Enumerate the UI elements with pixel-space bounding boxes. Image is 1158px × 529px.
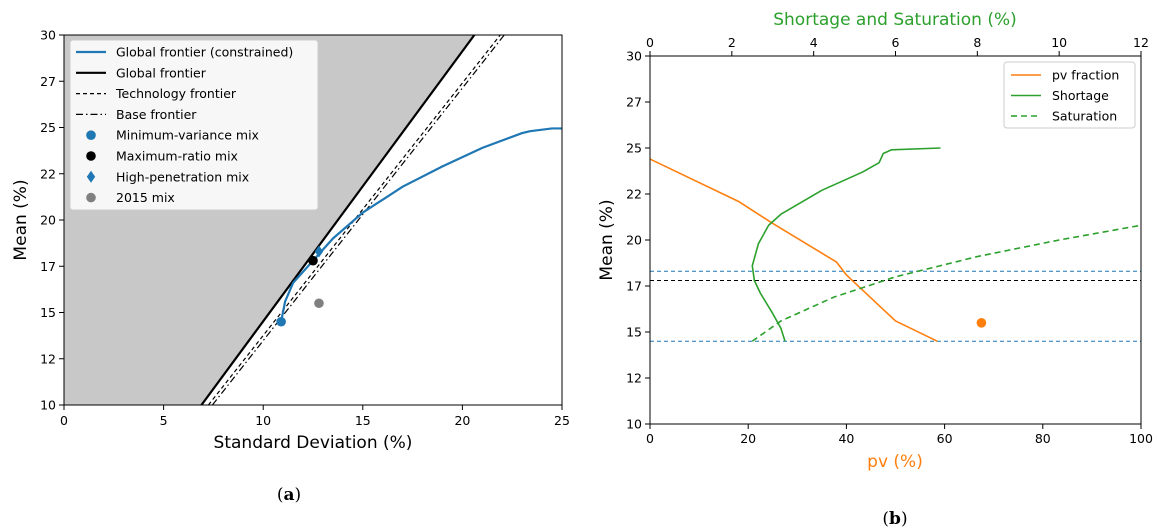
panel-a-legend-swatch [86, 192, 96, 203]
caption-b-letter: b [889, 509, 901, 529]
panel-a-series-group [200, 35, 562, 405]
panel-b-series-group [650, 147, 1141, 342]
panel-b-xtick-label: 0 [646, 431, 654, 446]
panel-a-legend-label: Global frontier [116, 65, 207, 80]
panel-b-x2tick-label: 4 [810, 35, 818, 50]
panel-a-legend-label: High-penetration mix [116, 169, 249, 184]
panel-a-xtick-label: 20 [454, 413, 470, 428]
panel-a-y-axis-label: Mean (%) [11, 179, 31, 260]
panel-a-ytick-label: 17 [40, 259, 56, 274]
panel-b-series-1 [751, 147, 941, 342]
panel-a-xtick-label: 0 [60, 413, 68, 428]
panel-b-ticks: 0 20 40 60 80 100 0 2 4 6 8 10 12 10 12 15 17 20 22 25 27 30 [626, 35, 1153, 446]
panel-b-xtick-label: 20 [740, 431, 756, 446]
panel-a-xtick-label: 10 [255, 413, 271, 428]
panel-b-ytick-label: 27 [626, 95, 642, 110]
panel-a-chart: 0 5 10 15 20 25 10 12 15 17 20 22 25 27 30 Standard De… [11, 28, 570, 454]
panel-a-legend-label: Maximum-ratio mix [116, 149, 238, 164]
panel-b-ytick-label: 20 [626, 233, 642, 248]
panel-a-series-solid-black [200, 35, 476, 405]
panel-b-ytick-label: 15 [626, 325, 642, 340]
panel-a-xtick-label: 15 [355, 413, 371, 428]
panel-b-x2tick-label: 10 [1051, 35, 1067, 50]
caption-a: (a) [277, 485, 301, 505]
panel-b-x2tick-label: 6 [892, 35, 900, 50]
panel-a-ytick-label: 15 [40, 305, 56, 320]
panel-a-ytick-label: 25 [40, 120, 56, 135]
panel-a-legend-box [69, 39, 319, 211]
caption-b: (b) [882, 509, 907, 529]
panel-b-x2tick-label: 8 [973, 35, 981, 50]
panel-a-xtick-label: 25 [554, 413, 570, 428]
panel-a-legend: Global frontier (constrained) Global fron… [69, 39, 319, 211]
panel-a-ticks: 0 5 10 15 20 25 10 12 15 17 20 22 25 27 30 [40, 28, 570, 429]
caption-a-letter: a [283, 485, 294, 505]
panel-b-xtick-label: 60 [937, 431, 953, 446]
panel-b-x-axis-label: pv (%) [867, 452, 923, 472]
panel-a-marker-2 [314, 245, 324, 258]
panel-a-ytick-label: 10 [40, 398, 56, 413]
panel-b-ytick-label: 17 [626, 279, 642, 294]
panel-b-ytick-label: 10 [626, 417, 642, 432]
panel-b-marker-3 [976, 318, 987, 328]
panel-b-y-axis-label: Mean (%) [597, 199, 617, 280]
panel-a-ytick-label: 22 [40, 166, 56, 181]
panel-a-legend-label: Technology frontier [115, 86, 237, 101]
panel-b-x2tick-label: 0 [646, 35, 654, 50]
panel-a-ytick-label: 20 [40, 213, 56, 228]
panel-b-legend-label: pv fraction [1052, 68, 1119, 83]
panel-a-legend-label: Base frontier [116, 107, 197, 122]
panel-b-top-axis-label: Shortage and Saturation (%) [773, 10, 1017, 30]
panel-b-legend: pv fraction Shortage Saturation [1003, 61, 1136, 129]
panel-a-series-solid-blue [280, 127, 562, 322]
panel-a-ytick-label: 27 [40, 74, 56, 89]
panel-a-marker-3 [314, 298, 324, 309]
panel-a-ytick-label: 12 [40, 351, 56, 366]
panel-a-marker-1 [308, 255, 318, 266]
panel-a-ytick-label: 30 [40, 28, 56, 43]
panel-a-legend-label: Global frontier (constrained) [116, 45, 293, 60]
panel-b-xtick-label: 40 [838, 431, 854, 446]
panel-b-legend-box [1003, 61, 1136, 129]
panel-a-legend-label: 2015 mix [116, 190, 175, 205]
panel-b-legend-label: Shortage [1052, 88, 1109, 103]
panel-b-x2tick-label: 12 [1133, 35, 1149, 50]
panel-b-legend-label: Saturation [1052, 109, 1117, 124]
panel-b-xtick-label: 80 [1035, 431, 1051, 446]
panel-a-x-axis-label: Standard Deviation (%) [214, 433, 413, 453]
panel-b-x2tick-label: 2 [728, 35, 736, 50]
panel-b-ytick-label: 12 [626, 371, 642, 386]
panel-a-series-dashed-black [207, 35, 501, 405]
panel-a-series-dashdot-black [211, 35, 505, 405]
panel-b-series-2 [751, 224, 1141, 342]
panel-a-legend-swatch [86, 151, 96, 161]
panel-a-legend-label: Minimum-variance mix [116, 128, 259, 143]
panel-a-marker-0 [276, 316, 286, 327]
panel-b-ytick-label: 22 [626, 187, 642, 202]
panel-b-ytick-label: 30 [626, 49, 642, 64]
panel-a-legend-swatch [86, 170, 96, 183]
panel-b-ytick-label: 25 [626, 141, 642, 156]
panel-b-xtick-label: 100 [1129, 431, 1153, 446]
panel-b-series-0 [650, 158, 938, 342]
panel-a-xtick-label: 5 [160, 413, 168, 428]
panel-a-legend-swatch [86, 130, 96, 140]
